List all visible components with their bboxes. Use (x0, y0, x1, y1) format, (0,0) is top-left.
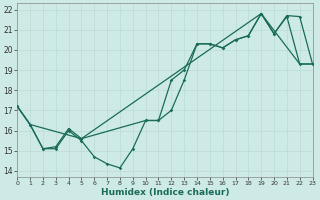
X-axis label: Humidex (Indice chaleur): Humidex (Indice chaleur) (101, 188, 229, 197)
